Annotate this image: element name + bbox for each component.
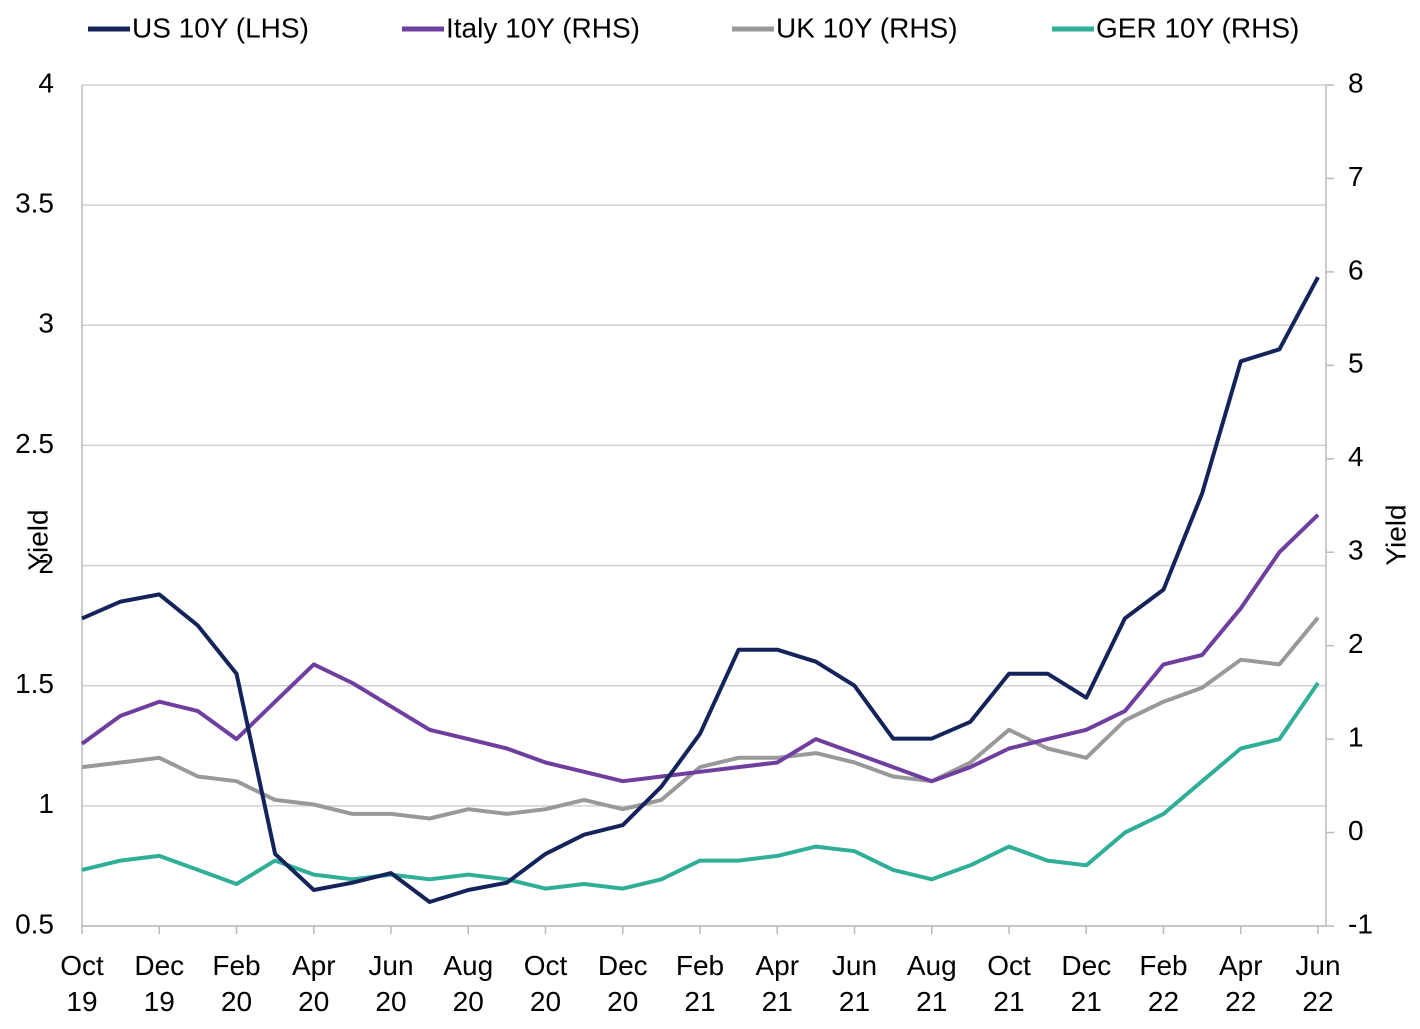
- x-tick-label: Jun 22: [1295, 950, 1341, 1017]
- y2-tick-label: 3: [1348, 535, 1364, 566]
- y2-tick-label: 8: [1348, 67, 1364, 98]
- legend-label: GER 10Y (RHS): [1096, 12, 1299, 43]
- x-tick-label: Dec 19: [134, 950, 185, 1017]
- x-tick-label: Apr 20: [291, 950, 336, 1017]
- y2-tick-label: 2: [1348, 628, 1364, 659]
- y2-tick-label: 0: [1348, 815, 1364, 846]
- y2-tick-label: 4: [1348, 441, 1364, 472]
- legend-label: UK 10Y (RHS): [776, 12, 958, 43]
- y2-axis-label: Yield: [1380, 504, 1411, 565]
- legend-label: Italy 10Y (RHS): [446, 12, 640, 43]
- x-tick-label: Oct 20: [523, 950, 568, 1017]
- x-tick-label: Apr 22: [1218, 950, 1263, 1017]
- y-tick-label: 0.5: [15, 908, 54, 939]
- series-line: [81, 276, 1320, 904]
- x-tick-label: Aug 20: [443, 950, 494, 1017]
- y-tick-label: 1.5: [15, 668, 54, 699]
- y-tick-label: 3.5: [15, 188, 54, 219]
- y-tick-label: 2: [38, 548, 54, 579]
- y-tick-label: 2.5: [15, 428, 54, 459]
- y-tick-label: 3: [38, 308, 54, 339]
- x-tick-label: Feb 21: [675, 950, 725, 1017]
- y2-tick-label: 7: [1348, 161, 1364, 192]
- x-tick-label: Feb 20: [212, 950, 261, 1017]
- y-tick-label: 1: [38, 788, 54, 819]
- y-tick-label: 4: [38, 67, 54, 98]
- x-tick-label: Oct 19: [60, 950, 104, 1017]
- series-line: [81, 616, 1320, 821]
- x-tick-label: Dec 21: [1061, 950, 1112, 1017]
- x-tick-label: Aug 21: [906, 950, 957, 1017]
- x-tick-label: Feb 22: [1139, 950, 1188, 1017]
- x-tick-label: Dec 20: [597, 950, 648, 1017]
- x-tick-label: Jun 20: [368, 950, 414, 1017]
- series-line: [80, 513, 1320, 784]
- x-tick-label: Oct 21: [987, 950, 1031, 1017]
- y-axis-label: Yield: [22, 509, 53, 570]
- y2-tick-label: 5: [1348, 348, 1364, 379]
- y2-tick-label: 1: [1348, 722, 1364, 753]
- series-line: [81, 681, 1320, 891]
- x-tick-label: Jun 21: [831, 950, 878, 1017]
- legend-label: US 10Y (LHS): [132, 12, 309, 43]
- y2-tick-label: -1: [1348, 908, 1373, 939]
- y2-tick-label: 6: [1348, 254, 1364, 285]
- x-tick-label: Apr 21: [755, 950, 800, 1017]
